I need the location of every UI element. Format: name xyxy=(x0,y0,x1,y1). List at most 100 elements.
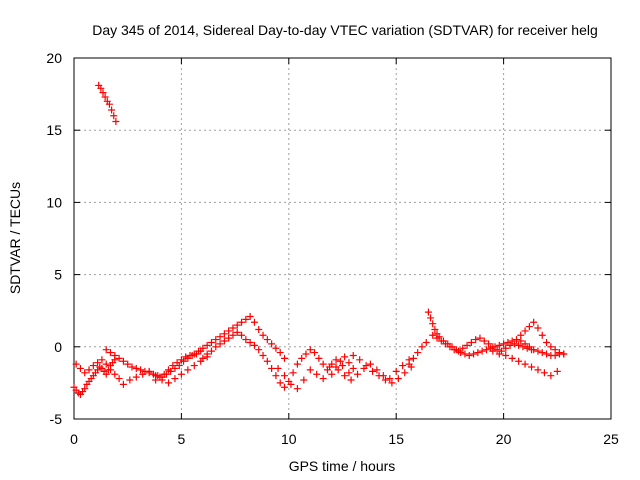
data-point xyxy=(207,347,215,355)
data-point xyxy=(152,376,160,384)
data-point xyxy=(182,353,190,361)
data-point xyxy=(401,369,409,377)
data-point xyxy=(306,366,314,374)
data-point xyxy=(250,318,258,326)
data-point xyxy=(489,343,497,351)
data-point xyxy=(165,366,173,374)
data-point xyxy=(268,340,276,348)
y-tick-label: 5 xyxy=(54,267,62,283)
data-point xyxy=(207,338,215,346)
data-point xyxy=(177,370,185,378)
data-point xyxy=(467,338,475,346)
data-point xyxy=(332,356,340,364)
data-point xyxy=(495,341,503,349)
data-point xyxy=(124,360,132,368)
data-point xyxy=(339,362,346,370)
data-point xyxy=(94,359,102,367)
data-point xyxy=(315,354,323,362)
data-point xyxy=(132,364,140,372)
data-point xyxy=(246,312,254,320)
data-point xyxy=(381,376,389,384)
y-tick-label: 15 xyxy=(46,122,62,138)
data-point xyxy=(394,375,402,383)
data-point xyxy=(450,346,458,354)
data-point xyxy=(429,320,437,328)
data-point xyxy=(373,366,381,374)
data-point xyxy=(281,372,289,380)
data-point xyxy=(160,370,168,378)
data-point xyxy=(523,344,531,352)
data-point xyxy=(515,357,523,365)
data-point xyxy=(115,375,123,383)
x-tick-label: 0 xyxy=(70,431,78,447)
data-point xyxy=(119,357,127,365)
data-point xyxy=(242,315,250,323)
data-point xyxy=(220,337,228,345)
data-point xyxy=(293,385,301,393)
x-tick-label: 10 xyxy=(281,431,297,447)
data-point xyxy=(553,367,561,375)
data-point xyxy=(199,344,207,352)
data-point xyxy=(145,367,153,375)
data-point xyxy=(446,343,454,351)
data-point xyxy=(300,376,308,384)
data-point xyxy=(461,350,469,358)
data-point xyxy=(311,349,319,357)
data-point xyxy=(480,337,488,345)
data-point xyxy=(111,351,119,359)
data-point xyxy=(212,336,220,344)
data-point xyxy=(229,324,237,332)
data-point xyxy=(110,112,118,120)
data-point xyxy=(538,349,546,357)
data-point xyxy=(463,341,471,349)
data-point xyxy=(195,347,203,355)
data-point xyxy=(424,308,432,316)
data-point xyxy=(111,370,119,378)
data-point xyxy=(76,364,84,372)
data-point xyxy=(263,357,271,365)
data-point xyxy=(139,370,147,378)
data-point xyxy=(101,93,109,101)
data-points xyxy=(70,81,568,398)
data-point xyxy=(306,346,314,354)
data-point xyxy=(238,331,246,339)
data-point xyxy=(356,356,364,364)
data-point xyxy=(102,370,110,378)
data-point xyxy=(427,314,435,322)
data-point xyxy=(482,346,490,354)
data-point xyxy=(319,375,327,383)
data-point xyxy=(493,346,501,354)
data-point xyxy=(366,360,374,368)
data-point xyxy=(115,354,123,362)
data-point xyxy=(519,343,527,351)
data-point xyxy=(186,351,194,359)
data-point xyxy=(547,372,555,380)
data-point xyxy=(540,369,548,377)
data-point xyxy=(132,373,140,381)
data-point xyxy=(184,366,192,374)
data-point xyxy=(392,367,400,375)
data-point xyxy=(233,328,241,336)
data-point xyxy=(274,364,282,372)
data-point xyxy=(89,362,97,370)
data-point xyxy=(242,336,250,344)
data-point xyxy=(328,370,336,378)
x-tick-label: 25 xyxy=(603,431,619,447)
data-point xyxy=(534,366,542,374)
data-point xyxy=(97,84,105,92)
data-point xyxy=(362,362,370,370)
data-point xyxy=(528,363,536,371)
data-point xyxy=(98,356,106,364)
data-point xyxy=(107,349,115,357)
data-point xyxy=(538,331,546,339)
data-point xyxy=(470,350,478,358)
x-axis-label: GPS time / hours xyxy=(289,458,396,474)
y-tick-label: 20 xyxy=(46,50,62,66)
data-point xyxy=(302,350,310,358)
data-point xyxy=(485,340,493,348)
data-point xyxy=(108,106,116,114)
data-point xyxy=(405,360,413,368)
data-point xyxy=(442,340,450,348)
data-point xyxy=(534,324,542,332)
